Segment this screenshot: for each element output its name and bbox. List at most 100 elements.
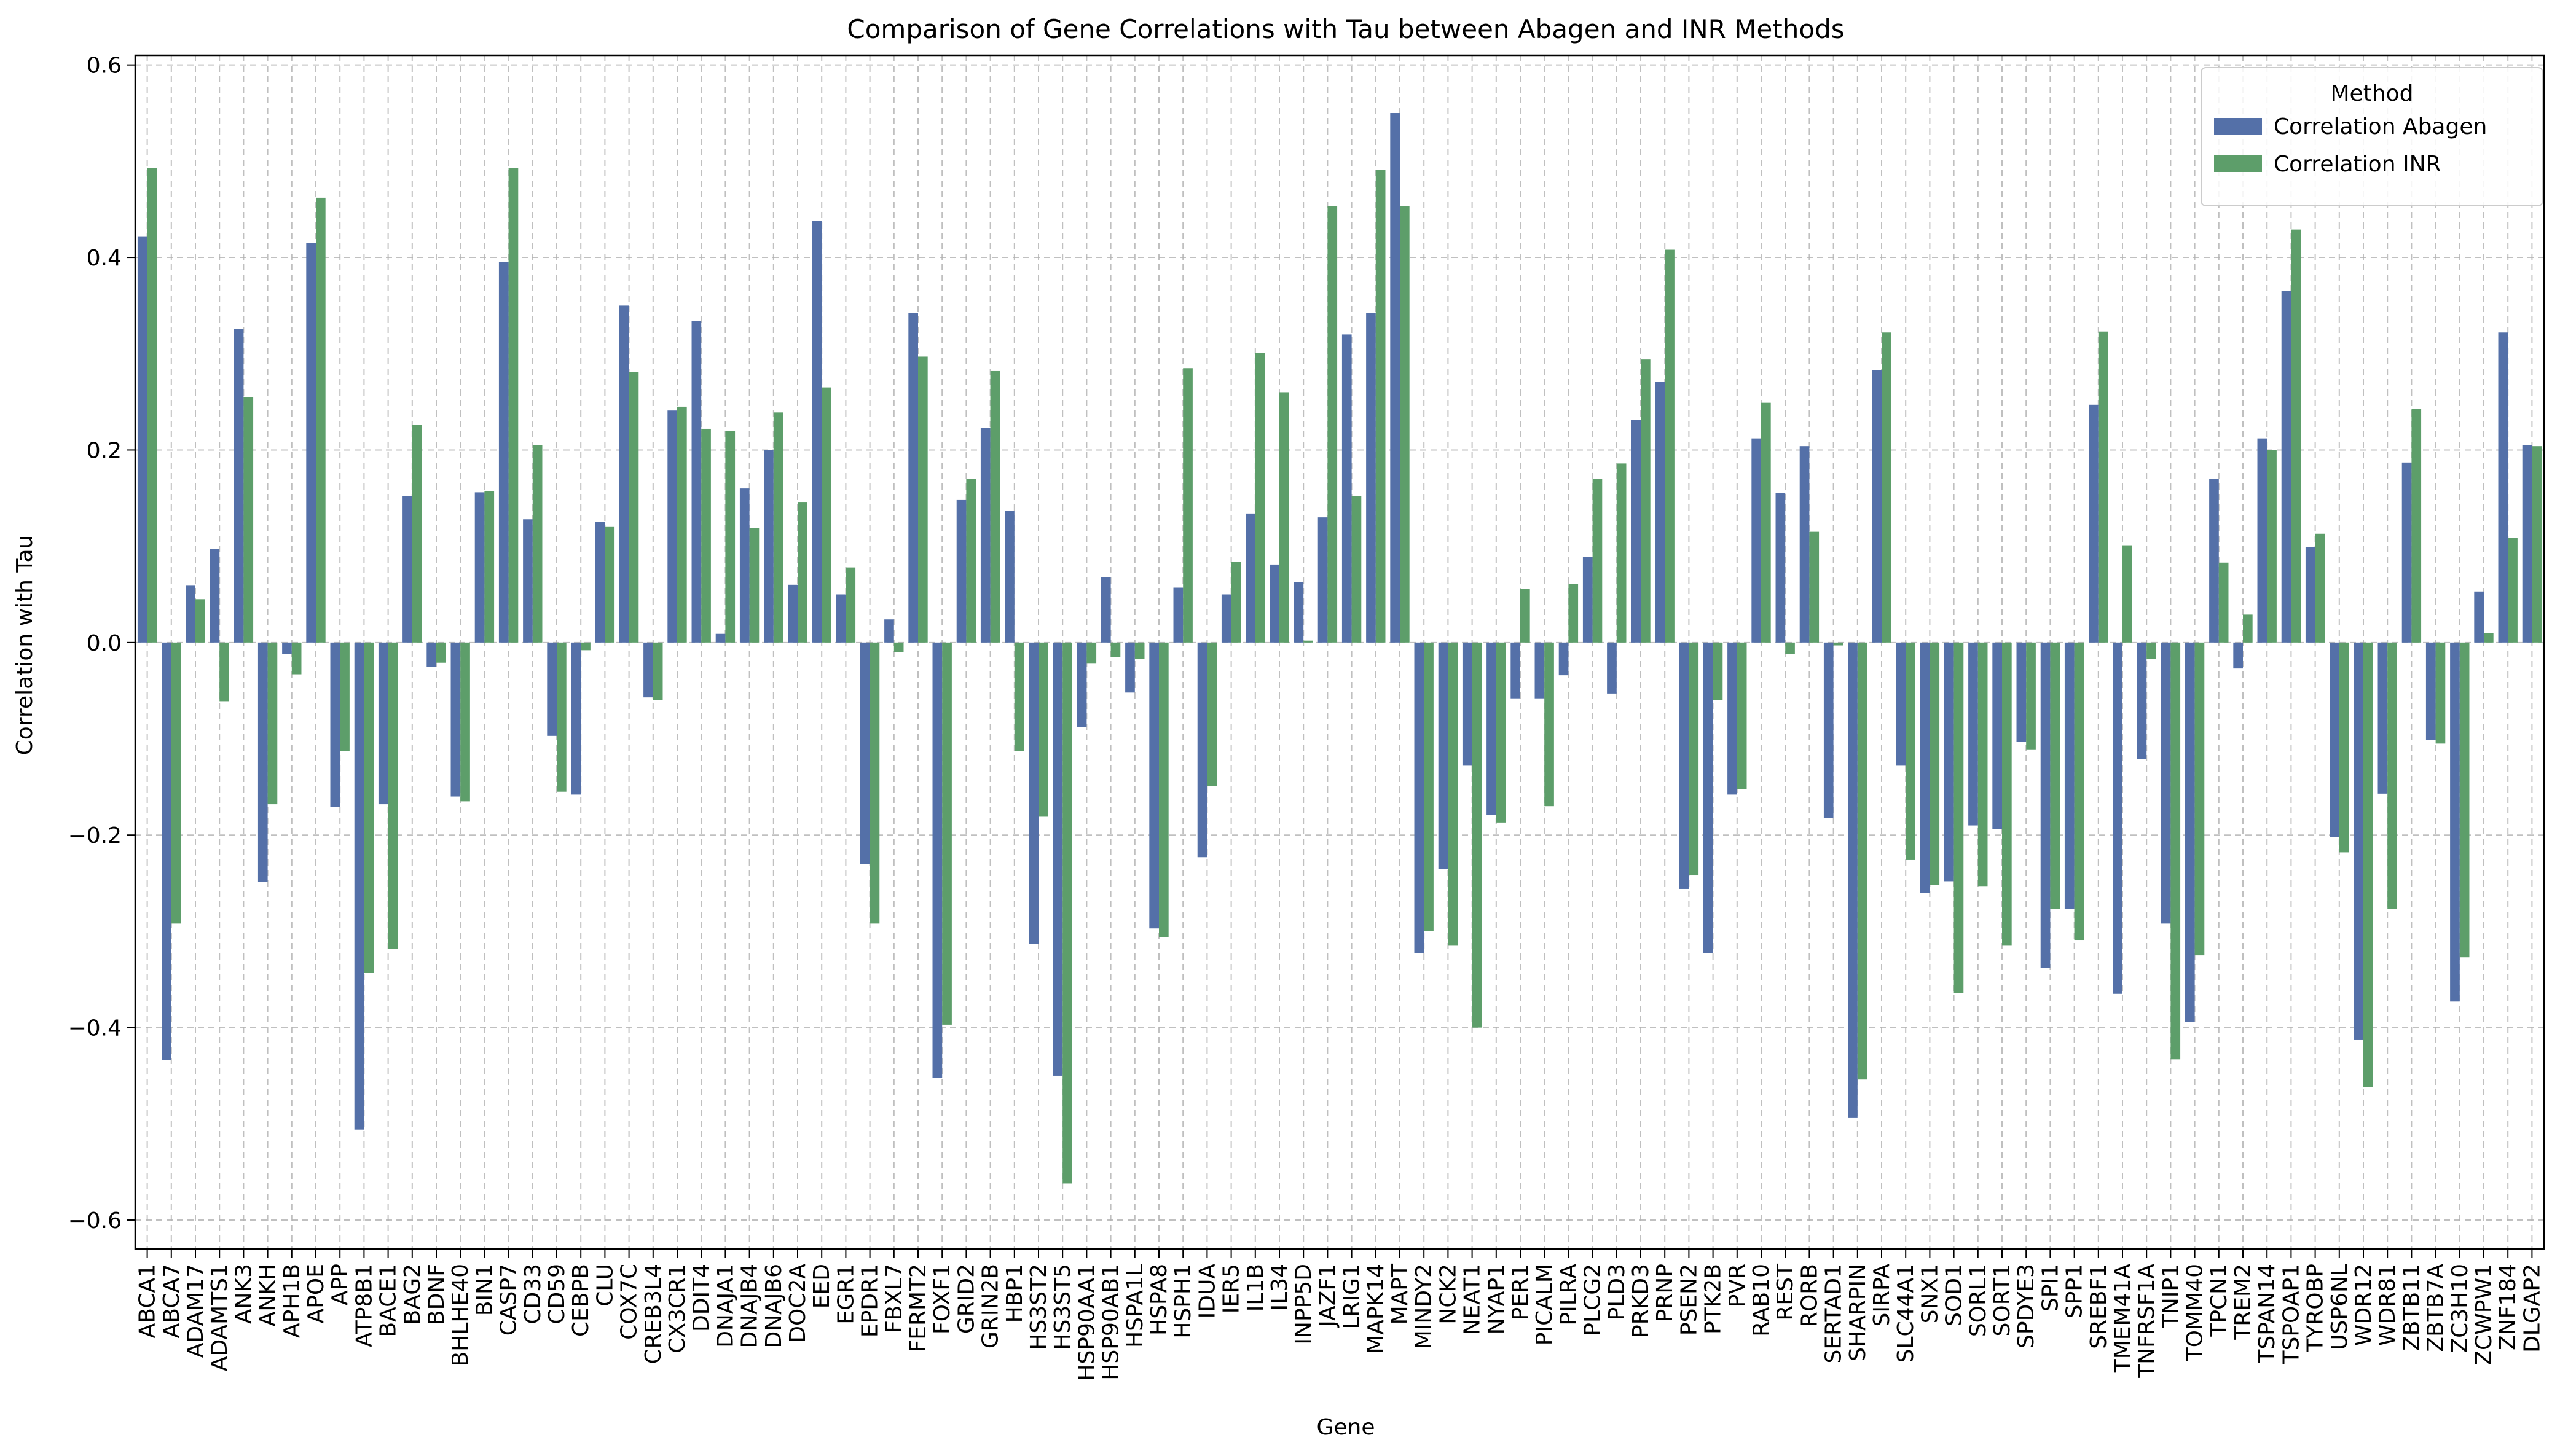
bar-inr (1761, 402, 1771, 643)
bar-abagen (2040, 642, 2051, 968)
x-tick-label: TNFRSF1A (2134, 1264, 2159, 1379)
bar-abagen (812, 221, 822, 643)
bar-inr (1207, 642, 1217, 786)
bar-inr (1641, 359, 1651, 643)
bar-inr (1833, 642, 1843, 646)
bar-inr (1159, 642, 1169, 937)
bar-abagen (932, 642, 943, 1078)
x-tick-label: NEAT1 (1460, 1264, 1485, 1335)
bar-abagen (1727, 642, 1737, 795)
bar-abagen (2113, 642, 2122, 994)
bar-abagen (402, 496, 412, 643)
x-tick-label: EGR1 (833, 1264, 858, 1325)
x-tick-label: PILRA (1556, 1264, 1581, 1326)
bar-abagen (1872, 370, 1882, 643)
bar-abagen (354, 642, 364, 1130)
bar-inr (436, 642, 446, 663)
x-tick-label: TSPOAP1 (2279, 1264, 2304, 1365)
bar-inr (1279, 392, 1289, 643)
bar-abagen (162, 642, 171, 1060)
bar-inr (773, 412, 783, 643)
bar-inr (1351, 496, 1362, 643)
bar-abagen (1607, 642, 1617, 694)
bar-abagen (1101, 577, 1111, 643)
bar-inr (195, 599, 205, 643)
bar-inr (1231, 562, 1241, 643)
bar-inr (653, 642, 663, 700)
bar-inr (460, 642, 470, 802)
bar-inr (2122, 545, 2132, 643)
y-tick-label: −0.4 (68, 1016, 122, 1041)
bar-abagen (2233, 642, 2243, 669)
legend-label-inr: Correlation INR (2274, 152, 2441, 177)
bar-abagen (571, 642, 581, 795)
x-tick-label: TOMM40 (2183, 1264, 2208, 1361)
legend: Method Correlation Abagen Correlation IN… (2201, 67, 2543, 206)
bar-inr (267, 642, 278, 805)
bar-abagen (1005, 511, 1015, 643)
x-tick-label: SHARPIN (1845, 1264, 1871, 1361)
bar-inr (1255, 353, 1265, 643)
x-tick-label: ZNF184 (2495, 1264, 2521, 1350)
x-tick-label: SIRPA (1869, 1264, 1894, 1327)
x-tick-label: PVR (1725, 1264, 1750, 1307)
bar-abagen (2401, 462, 2412, 643)
bar-abagen (282, 642, 292, 654)
x-tick-label: CASP7 (497, 1264, 522, 1336)
bar-abagen (1149, 642, 1159, 929)
bar-inr (1737, 642, 1747, 789)
bar-abagen (860, 642, 870, 864)
bar-abagen (1390, 113, 1400, 643)
x-tick-label: TREM2 (2231, 1264, 2256, 1341)
bar-inr (2194, 642, 2205, 956)
bar-inr (291, 642, 302, 675)
bar-abagen (1197, 642, 1207, 858)
bar-inr (1375, 170, 1386, 643)
x-tick-label: HSPA1L (1123, 1264, 1148, 1348)
bar-abagen (1270, 564, 1279, 643)
x-tick-label: PTK2B (1701, 1264, 1726, 1334)
bar-abagen (2450, 642, 2460, 1002)
bar-inr (1592, 479, 1603, 643)
bar-inr (942, 642, 952, 1025)
x-tick-label: ANKH (256, 1264, 281, 1326)
x-tick-label: USP6NL (2327, 1264, 2352, 1350)
x-tick-label: IL1B (1243, 1264, 1268, 1312)
bar-abagen (1679, 642, 1689, 889)
bar-inr (2484, 633, 2494, 643)
bar-abagen (1414, 642, 1424, 953)
bar-inr (147, 168, 157, 643)
bar-inr (1303, 640, 1313, 643)
y-tick-label: 0.6 (87, 53, 122, 79)
bar-inr (243, 397, 254, 643)
y-tick-label: 0.0 (87, 631, 122, 656)
bar-inr (1327, 206, 1338, 643)
bar-inr (1665, 249, 1675, 643)
bar-inr (725, 431, 736, 643)
x-tick-label: ADAMTS1 (207, 1264, 232, 1371)
x-tick-label: PER1 (1508, 1264, 1533, 1320)
x-tick-label: GRID2 (954, 1264, 979, 1334)
bar-abagen (1366, 313, 1376, 643)
bar-abagen (1173, 587, 1184, 643)
bar-inr (1930, 642, 1940, 885)
x-tick-label: EPDR1 (858, 1264, 883, 1337)
legend-swatch-inr (2214, 155, 2262, 172)
bar-inr (2074, 642, 2084, 941)
legend-swatch-abagen (2214, 118, 2262, 135)
x-tick-label: MINDY2 (1412, 1264, 1437, 1349)
bar-inr (1785, 642, 1795, 654)
bar-abagen (1077, 642, 1087, 727)
bar-abagen (2354, 642, 2363, 1040)
bars (137, 113, 2542, 1184)
bar-abagen (691, 321, 702, 643)
x-tick-label: TSPAN14 (2255, 1264, 2280, 1364)
bar-inr (1014, 642, 1024, 751)
bar-abagen (1317, 517, 1328, 643)
x-tick-label: TPCN1 (2207, 1264, 2232, 1337)
bar-inr (484, 491, 495, 643)
x-tick-label: HSP90AA1 (1074, 1264, 1099, 1381)
x-tick-label: SREBF1 (2086, 1264, 2111, 1349)
bar-abagen (547, 642, 557, 736)
